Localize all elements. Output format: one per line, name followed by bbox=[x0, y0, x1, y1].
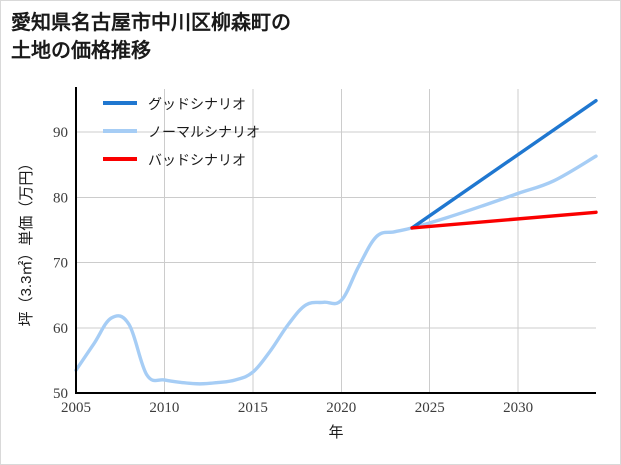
y-tick-label-60: 60 bbox=[53, 321, 68, 337]
x-tick-label-2030: 2030 bbox=[503, 400, 533, 416]
x-tick-label-2020: 2020 bbox=[326, 400, 356, 416]
tick-labels-group: 50 60 70 80 90 2005 2010 2015 2020 2025 2030 bbox=[53, 125, 533, 416]
series-line-グッドシナリオ bbox=[410, 98, 598, 230]
legend-label-グッドシナリオ: グッドシナリオ bbox=[148, 97, 246, 113]
series-line-ノーマルシナリオ bbox=[74, 154, 598, 386]
x-tick-label-2015: 2015 bbox=[238, 400, 268, 416]
axis-titles-group: 年 坪（3.3㎡）単価（万円） bbox=[18, 156, 344, 441]
y-axis-title: 坪（3.3㎡）単価（万円） bbox=[18, 156, 35, 327]
chart-title: 愛知県名古屋市中川区柳森町の 土地の価格推移 bbox=[11, 12, 291, 62]
y-tick-label-70: 70 bbox=[53, 256, 68, 272]
y-tick-label-80: 80 bbox=[53, 190, 68, 206]
x-tick-label-2010: 2010 bbox=[149, 400, 179, 416]
legend-label-ノーマルシナリオ: ノーマルシナリオ bbox=[148, 126, 260, 141]
axes-group bbox=[74, 87, 596, 395]
y-tick-label-50: 50 bbox=[53, 386, 68, 402]
x-tick-label-2025: 2025 bbox=[415, 400, 445, 416]
series-line-バッドシナリオ bbox=[410, 210, 598, 230]
legend-label-バッドシナリオ: バッドシナリオ bbox=[148, 154, 246, 169]
x-tick-label-2005: 2005 bbox=[61, 400, 91, 416]
y-tick-label-90: 90 bbox=[53, 125, 68, 141]
gridlines-group bbox=[75, 89, 596, 394]
series-group bbox=[74, 98, 598, 386]
x-axis-title: 年 bbox=[328, 424, 343, 441]
